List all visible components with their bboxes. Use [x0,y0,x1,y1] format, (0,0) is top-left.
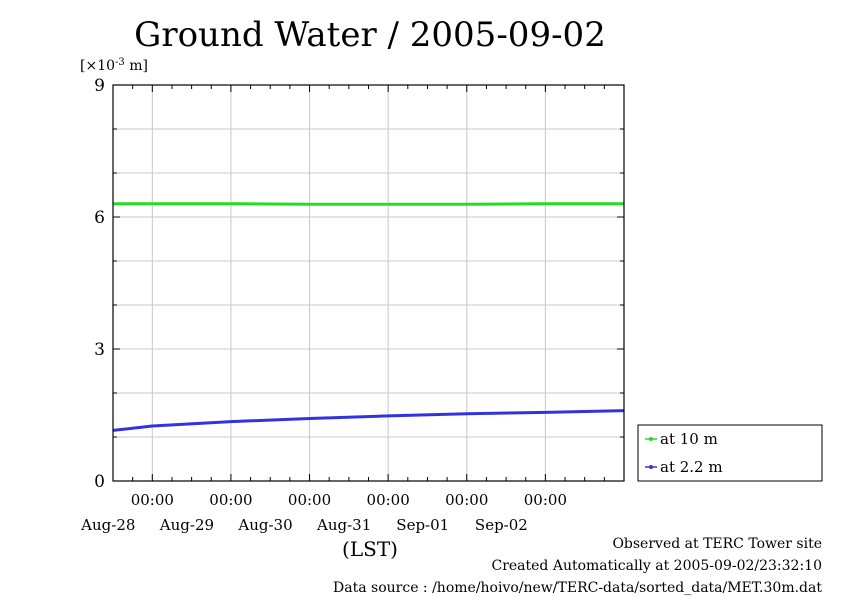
y-tick-label: 9 [94,76,105,96]
legend-label: at 2.2 m [660,458,723,476]
x-tick-label-date: Aug-28 [80,516,135,534]
x-axis-label: (LST) [342,537,398,561]
x-tick-label-date: Aug-31 [316,516,371,534]
y-axis-unit-label: [×10-3 m] [80,57,148,74]
grid [113,85,624,481]
y-axis-unit-exponent: -3 [115,57,125,68]
x-tick-label-time: 00:00 [367,491,410,509]
x-tick-label-time: 00:00 [131,491,174,509]
footer-observed: Observed at TERC Tower site [612,536,822,552]
x-tick-label-date: Sep-01 [396,516,449,534]
series-line [113,411,624,431]
y-tick-label: 3 [94,340,105,360]
chart-title: Ground Water / 2005-09-02 [134,15,606,55]
legend: at 10 m at 2.2 m [638,425,822,481]
series-group [113,204,624,431]
x-tick-label-date: Aug-29 [159,516,214,534]
y-tick-label: 0 [94,472,105,492]
x-tick-label-time: 00:00 [445,491,488,509]
x-tick-label-time: 00:00 [524,491,567,509]
footer-source: Data source : /home/hoivo/new/TERC-data/… [333,580,822,596]
plot-frame [113,85,624,481]
legend-swatch-marker [649,437,653,441]
footer-created: Created Automatically at 2005-09-02/23:3… [491,558,822,574]
x-tick-label-time: 00:00 [209,491,252,509]
y-tick-label: 6 [94,208,105,228]
x-tick-label-date: Sep-02 [475,516,528,534]
legend-swatch-marker [649,465,653,469]
x-tick-label-date: Aug-30 [237,516,292,534]
legend-label: at 10 m [660,430,718,448]
x-tick-label-time: 00:00 [288,491,331,509]
